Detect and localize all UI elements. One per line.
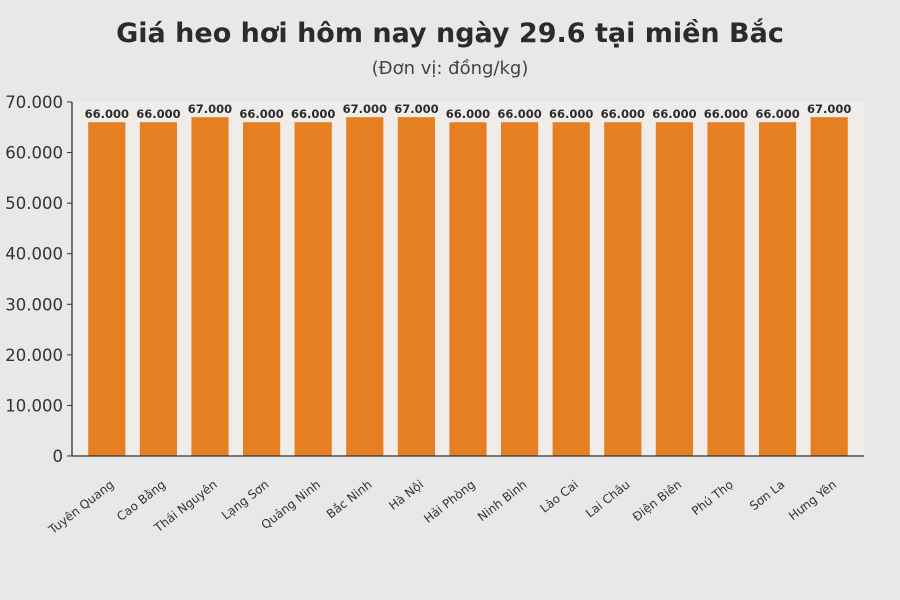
chart-title: Giá heo hơi hôm nay ngày 29.6 tại miền B… — [116, 18, 784, 49]
y-axis: 0 10.000 20.000 30.000 40.000 50.000 60.000 70.… — [5, 93, 73, 466]
x-tick-label: Điện Biên — [630, 477, 684, 524]
bar-value-label: 66.000 — [755, 107, 799, 121]
x-tick-label: Sơn La — [747, 477, 787, 513]
bar-14 — [759, 122, 797, 456]
bar-value-label: 66.000 — [446, 107, 490, 121]
bar-value-label: 66.000 — [652, 107, 696, 121]
y-tick-label: 40.000 — [5, 245, 63, 264]
bar-15 — [810, 117, 848, 457]
bar-4 — [243, 122, 281, 456]
y-tick-label: 30.000 — [5, 295, 63, 314]
bar-value-label: 66.000 — [601, 107, 645, 121]
bar-value-label: 66.000 — [85, 107, 129, 121]
y-tick-label: 70.000 — [5, 93, 63, 112]
bar-8 — [449, 122, 487, 456]
bar-value-label: 67.000 — [343, 102, 387, 116]
bar-5 — [294, 122, 332, 456]
bar-value-label: 66.000 — [291, 107, 335, 121]
y-tick-label: 10.000 — [5, 396, 63, 415]
bar-12 — [655, 122, 693, 456]
x-tick-label: Ninh Bình — [475, 477, 529, 524]
x-tick-label: Tuyên Quang — [45, 477, 116, 537]
bar-2 — [139, 122, 177, 456]
y-tick-label: 20.000 — [5, 346, 63, 365]
bar-value-label: 66.000 — [549, 107, 593, 121]
x-tick-label: Hưng Yên — [786, 477, 839, 523]
bar-value-label: 66.000 — [239, 107, 283, 121]
x-tick-label: Bắc Ninh — [324, 477, 375, 521]
bar-9 — [501, 122, 539, 456]
bar-1 — [88, 122, 126, 456]
y-tick-label: 0 — [53, 447, 64, 466]
x-tick-label: Hà Nội — [386, 477, 426, 513]
bar-6 — [346, 117, 384, 457]
bar-value-label: 66.000 — [136, 107, 180, 121]
value-labels: 66.000 66.000 67.000 66.000 66.000 67.000 67.0… — [85, 102, 852, 121]
y-tick-label: 60.000 — [5, 144, 63, 163]
bar-10 — [552, 122, 590, 456]
x-tick-label: Hải Phòng — [421, 477, 478, 526]
bar-value-label: 66.000 — [497, 107, 541, 121]
bar-value-label: 66.000 — [704, 107, 748, 121]
bar-value-label: 67.000 — [394, 102, 438, 116]
bar-13 — [707, 122, 745, 456]
bars — [88, 117, 848, 457]
bar-value-label: 67.000 — [807, 102, 851, 116]
chart-subtitle: (Đơn vị: đồng/kg) — [371, 58, 529, 79]
x-tick-label: Lào Cai — [538, 477, 582, 515]
x-tick-label: Phú Thọ — [689, 477, 736, 518]
bar-value-label: 67.000 — [188, 102, 232, 116]
bar-3 — [191, 117, 229, 457]
bar-7 — [397, 117, 435, 457]
bar-11 — [604, 122, 642, 456]
y-tick-label: 50.000 — [5, 194, 63, 213]
x-tick-label: Lai Châu — [583, 477, 633, 520]
